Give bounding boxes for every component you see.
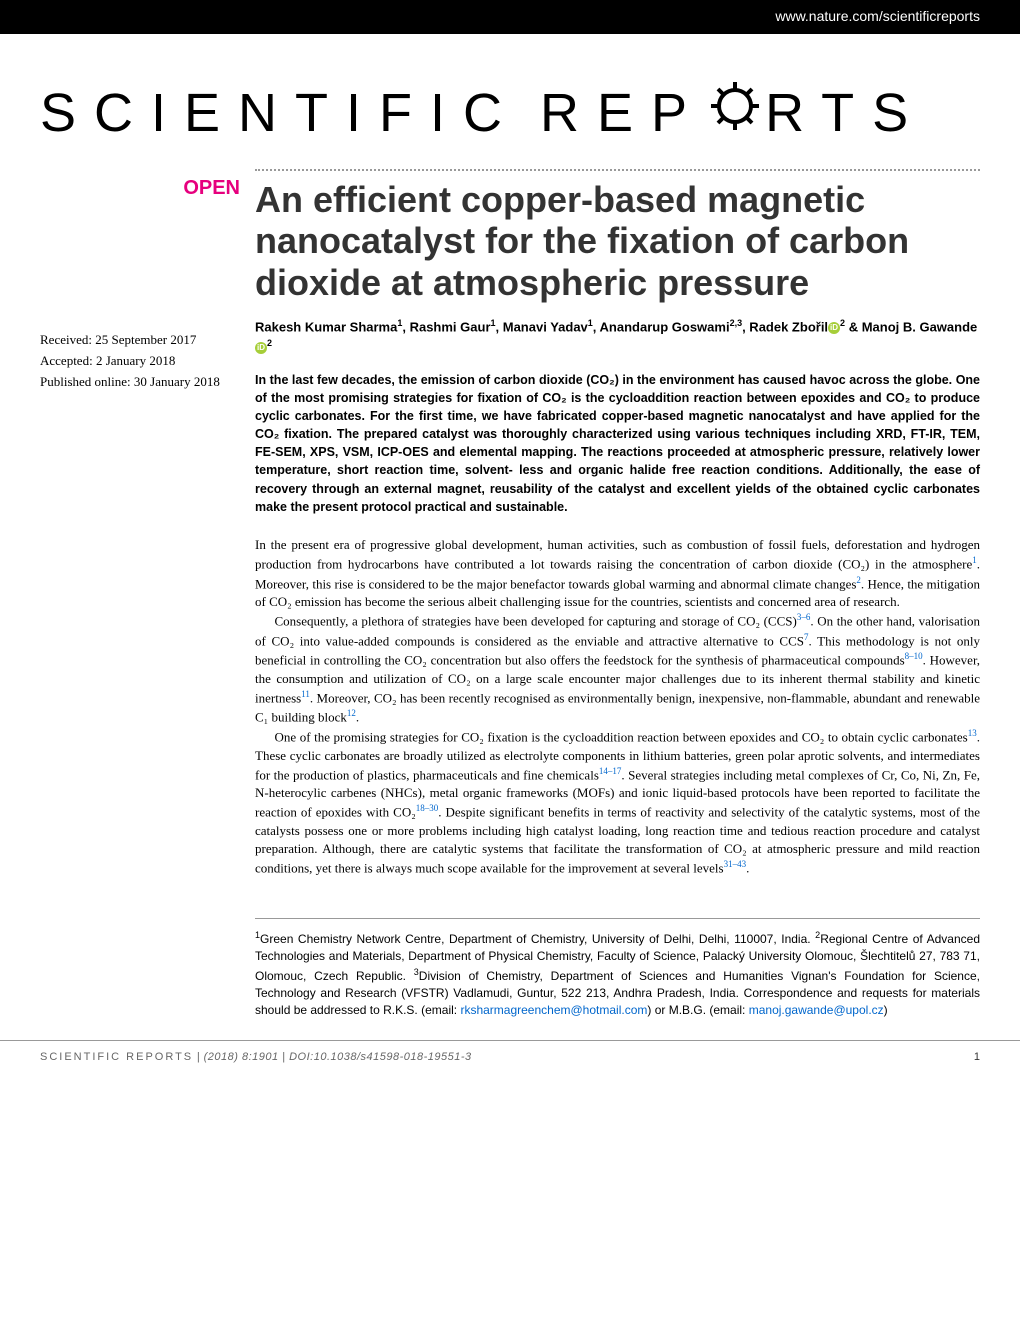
ref-link[interactable]: 3–6 [797,612,811,622]
email-link[interactable]: manoj.gawande@upol.cz [749,1003,884,1017]
body-text: In the present era of progressive global… [255,536,980,878]
abstract: In the last few decades, the emission of… [255,371,980,516]
ref-link[interactable]: 13 [968,728,977,738]
author-6: & Manoj B. Gawande [849,320,978,335]
paragraph-2: Consequently, a plethora of strategies h… [255,611,980,727]
journal-name-part2: REP [540,82,705,144]
author-5: , Radek Zbořil [742,320,828,335]
gear-icon [705,76,765,149]
publication-dates: Received: 25 September 2017 Accepted: 2 … [40,330,240,392]
ref-link[interactable]: 11 [301,689,310,699]
paragraph-1: In the present era of progressive global… [255,536,980,611]
authors-list: Rakesh Kumar Sharma1, Rashmi Gaur1, Mana… [255,317,980,357]
date-published: Published online: 30 January 2018 [40,372,240,393]
author-4: , Anandarup Goswami [593,320,730,335]
open-access-badge: OPEN [40,177,240,200]
content-area: OPEN Received: 25 September 2017 Accepte… [0,169,1020,1040]
ref-link[interactable]: 31–43 [724,859,747,869]
date-received: Received: 25 September 2017 [40,330,240,351]
author-2: , Rashmi Gaur [402,320,490,335]
left-column: OPEN Received: 25 September 2017 Accepte… [40,169,240,1020]
footer: SCIENTIFIC REPORTS | (2018) 8:1901 | DOI… [0,1040,1020,1073]
affiliations: 1Green Chemistry Network Centre, Departm… [255,918,980,1020]
orcid-icon[interactable] [255,342,267,354]
journal-logo: SCIENTIFIC REP RTS [0,36,1020,169]
ref-link[interactable]: 18–30 [416,803,439,813]
main-column: An efficient copper-based magnetic nanoc… [255,169,980,1020]
email-link[interactable]: rksharmagreenchem@hotmail.com [460,1003,647,1017]
ref-link[interactable]: 12 [347,708,356,718]
footer-citation: SCIENTIFIC REPORTS | (2018) 8:1901 | DOI… [40,1051,472,1063]
header-url[interactable]: www.nature.com/scientificreports [775,8,980,24]
journal-name-part1: SCIENTIFIC [40,82,520,144]
paragraph-3: One of the promising strategies for CO₂ … [255,727,980,878]
journal-name-part3: RTS [765,82,926,144]
ref-link[interactable]: 14–17 [599,766,622,776]
page-number: 1 [974,1051,980,1063]
ref-link[interactable]: 8–10 [905,651,923,661]
header-bar: www.nature.com/scientificreports [0,0,1020,36]
author-3: , Manavi Yadav [496,320,588,335]
orcid-icon[interactable] [828,322,840,334]
author-1: Rakesh Kumar Sharma [255,320,397,335]
article-title: An efficient copper-based magnetic nanoc… [255,179,980,303]
date-accepted: Accepted: 2 January 2018 [40,351,240,372]
